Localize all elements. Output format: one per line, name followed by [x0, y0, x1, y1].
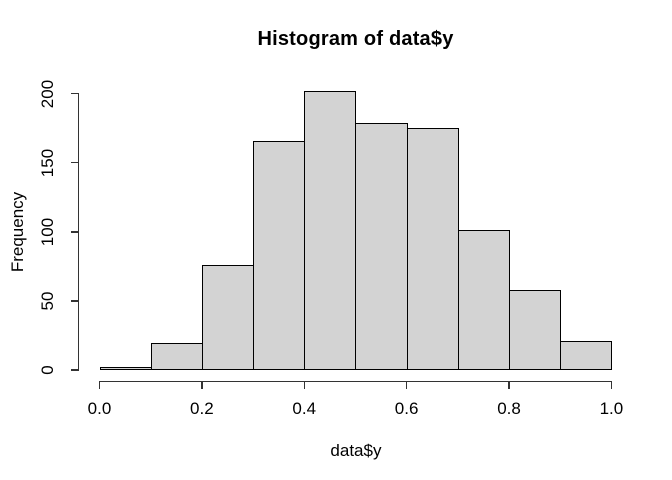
histogram-bar [150, 342, 203, 371]
x-tick-label: 0.4 [292, 399, 317, 418]
x-tick-label: 0.8 [497, 399, 521, 418]
y-axis-label: Frequency [8, 191, 27, 273]
y-tick-mark [70, 92, 79, 95]
histogram-bar [253, 140, 306, 371]
x-tick-label: 0.0 [87, 399, 112, 418]
x-tick-label: 1.0 [599, 399, 624, 418]
x-tick-mark [610, 380, 613, 390]
y-axis-line [77, 92, 80, 371]
y-tick-mark [70, 161, 79, 164]
x-tick-label: 0.6 [394, 399, 419, 418]
histogram-bar [457, 230, 511, 371]
histogram-bar [304, 90, 357, 371]
y-tick-label: 0 [37, 365, 57, 375]
x-tick-label: 0.2 [190, 399, 214, 418]
y-tick-label: 100 [37, 217, 57, 247]
histogram-bar [406, 128, 459, 371]
x-tick-mark [405, 380, 408, 390]
y-tick-mark [70, 300, 79, 302]
x-axis-line [98, 380, 613, 383]
y-tick-label: 150 [37, 148, 57, 177]
x-tick-mark [303, 380, 305, 390]
histogram-bar [201, 265, 255, 371]
y-tick-label: 200 [37, 79, 57, 108]
histogram-bar [560, 341, 613, 371]
x-tick-mark [201, 380, 203, 390]
x-tick-mark [98, 380, 101, 390]
histogram-bar [355, 122, 408, 371]
x-axis-label: data$y [330, 441, 382, 460]
chart-title: Histogram of data$y [257, 28, 454, 50]
x-tick-mark [508, 380, 510, 390]
histogram-bar [509, 289, 562, 371]
y-tick-mark [70, 231, 79, 233]
y-tick-mark [70, 369, 79, 371]
y-tick-label: 50 [37, 291, 57, 311]
histogram-bar [99, 367, 152, 371]
